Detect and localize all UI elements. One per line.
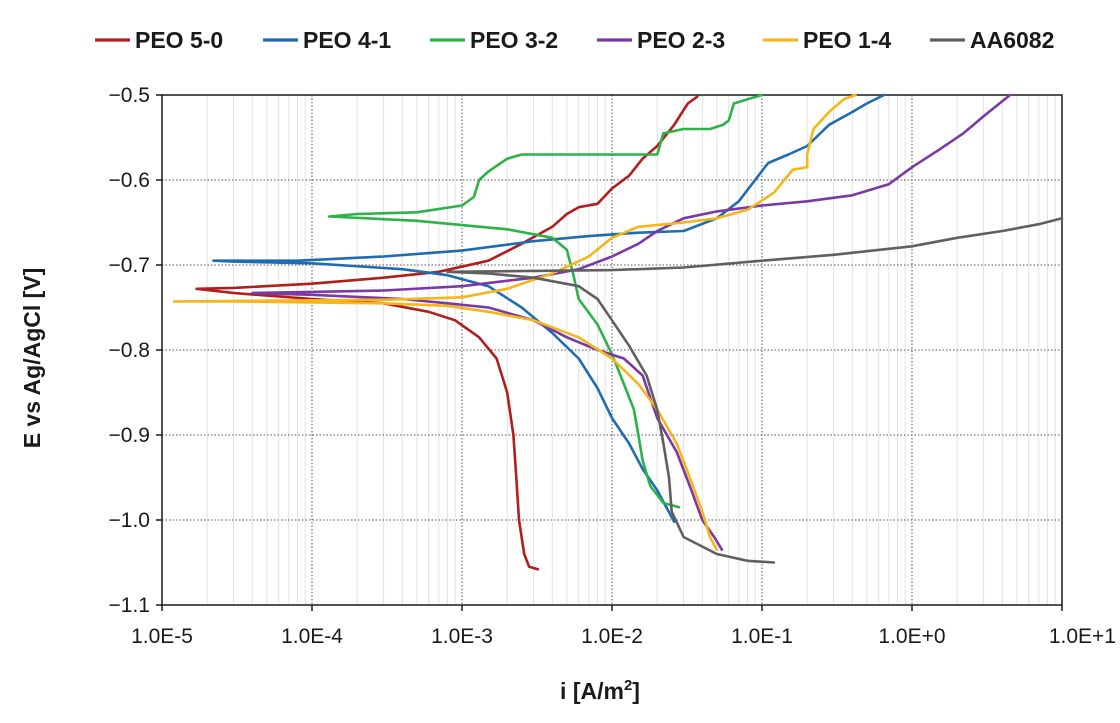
series-line-peo-3-2: [327, 93, 764, 509]
x-axis-tick-labels: 1.0E-5 1.0E-4 1.0E-3 1.0E-2 1.0E-1 1.0E+0 1.0E…: [131, 605, 1116, 648]
series-line-peo-4-1: [212, 93, 886, 523]
legend-label-peo-1-4: PEO 1-4: [803, 27, 891, 53]
legend: PEO 5-0 PEO 4-1 PEO 3-2 PEO 2-3 PEO 1-4 AA608…: [95, 27, 1054, 53]
series-line-peo-5-0: [195, 95, 699, 571]
series-line-peo-2-3: [251, 93, 1012, 551]
x-tick-label: 1.0E-1: [731, 625, 793, 648]
x-tick-label: 1.0E-5: [131, 625, 193, 648]
x-tick-label: 1.0E-4: [281, 625, 343, 648]
x-axis-title: i [A/m2]: [560, 677, 640, 704]
x-tick-label: 1.0E-3: [431, 625, 493, 648]
series-line-aa6082: [446, 217, 1064, 564]
y-tick-label: −0.6: [109, 169, 150, 192]
y-tick-label: −0.7: [109, 254, 150, 277]
legend-label-peo-3-2: PEO 3-2: [470, 27, 558, 53]
y-tick-label: −1.0: [109, 509, 150, 532]
x-tick-label: 1.0E+0: [878, 625, 945, 648]
x-axis-title-suffix: ]: [632, 678, 640, 704]
legend-label-aa6082: AA6082: [970, 27, 1054, 53]
x-tick-label: 1.0E-2: [581, 625, 643, 648]
y-axis-title: E vs Ag/AgCl [V]: [19, 268, 45, 449]
x-axis-title-main: i [A/m: [560, 678, 624, 704]
series-line-peo-1-4: [172, 93, 857, 551]
series-layer: [172, 93, 1064, 571]
legend-label-peo-4-1: PEO 4-1: [303, 27, 391, 53]
legend-label-peo-2-3: PEO 2-3: [637, 27, 725, 53]
y-axis-tick-labels: −0.5 −0.6 −0.7 −0.8 −0.9 −1.0 −1.1: [109, 84, 162, 617]
x-tick-label: 1.0E+1: [1049, 625, 1116, 648]
y-tick-label: −0.8: [109, 339, 150, 362]
x-axis-title-superscript: 2: [624, 677, 632, 694]
y-tick-label: −0.5: [109, 84, 150, 107]
legend-label-peo-5-0: PEO 5-0: [135, 27, 223, 53]
y-tick-label: −0.9: [109, 424, 150, 447]
y-tick-label: −1.1: [109, 594, 150, 617]
